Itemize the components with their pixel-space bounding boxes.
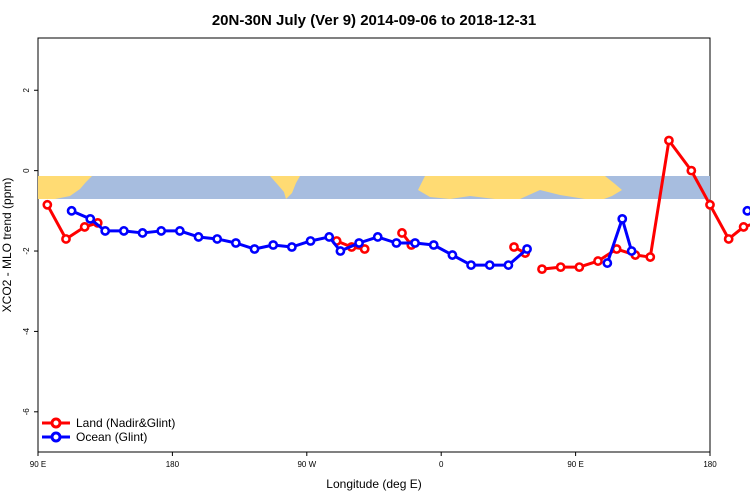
data-point	[268, 240, 279, 250]
data-point	[537, 264, 547, 275]
data-point	[410, 238, 420, 248]
data-point	[42, 199, 53, 210]
data-point	[397, 228, 407, 238]
data-point	[79, 222, 90, 232]
y-tick-label: 0	[22, 168, 31, 173]
data-point	[602, 258, 613, 268]
data-point	[686, 165, 697, 176]
series-layer	[42, 135, 750, 275]
x-tick-label: 180	[166, 460, 180, 469]
legend-land-marker	[50, 417, 62, 429]
data-point	[61, 234, 71, 244]
map-land-1	[270, 176, 300, 199]
data-point	[391, 238, 402, 248]
data-point	[664, 135, 674, 146]
chart-title: 20N-30N July (Ver 9) 2014-09-06 to 2018-…	[212, 12, 536, 29]
data-point	[66, 205, 77, 216]
x-axis-title: Longitude (deg E)	[326, 477, 421, 491]
data-point	[324, 232, 335, 242]
data-point	[230, 238, 241, 248]
data-point	[484, 260, 495, 270]
data-point	[286, 242, 297, 252]
legend: Land (Nadir&Glint) Ocean (Glint)	[42, 416, 175, 444]
map-land-2	[418, 176, 622, 199]
world-map-strip	[38, 176, 710, 199]
data-point	[617, 213, 628, 224]
data-point	[626, 246, 637, 256]
data-point	[372, 232, 383, 242]
legend-ocean-marker	[50, 431, 62, 443]
x-tick-label: 180	[703, 460, 717, 469]
x-tick-label: 90 E	[567, 460, 583, 469]
data-point	[174, 226, 185, 236]
data-point	[705, 199, 715, 210]
series-0	[42, 135, 750, 275]
data-point	[447, 250, 458, 260]
map-land-0	[38, 176, 92, 199]
series-line	[46, 204, 99, 241]
data-point	[137, 228, 148, 238]
plot-frame	[37, 37, 711, 453]
data-point	[85, 213, 96, 224]
data-point	[645, 252, 656, 262]
x-tick-label: 90 E	[30, 460, 46, 469]
data-point	[212, 234, 223, 244]
data-point	[574, 262, 585, 273]
series-line	[541, 138, 750, 271]
data-point	[503, 260, 514, 270]
y-tick-label: -4	[22, 327, 31, 335]
data-point	[359, 244, 370, 254]
series-1	[66, 205, 750, 270]
y-axis: 2 0 -2 -4 -6	[22, 87, 38, 415]
data-point	[593, 256, 603, 266]
x-axis: 90 E 180 90 W 0 90 E 180	[30, 452, 717, 469]
y-tick-label: 2	[22, 87, 31, 92]
x-tick-label: 90 W	[297, 460, 316, 469]
data-point	[305, 236, 316, 246]
y-tick-label: -2	[22, 247, 31, 255]
data-point	[335, 246, 346, 256]
data-point	[723, 234, 734, 244]
legend-land-label: Land (Nadir&Glint)	[76, 416, 175, 430]
data-point	[738, 222, 749, 232]
data-point	[100, 226, 111, 236]
data-point	[249, 244, 260, 254]
data-point	[193, 232, 204, 242]
data-point	[509, 242, 519, 252]
data-point	[466, 260, 476, 270]
data-point	[428, 240, 439, 250]
data-point	[742, 205, 750, 216]
series-line	[605, 217, 634, 264]
data-point	[118, 226, 129, 236]
data-point	[555, 262, 566, 273]
data-point	[522, 244, 532, 254]
x-tick-label: 0	[439, 460, 444, 469]
legend-ocean-label: Ocean (Glint)	[76, 430, 147, 444]
series-line	[71, 209, 529, 267]
data-point	[156, 226, 167, 236]
y-tick-label: -6	[22, 408, 31, 416]
y-axis-title: XCO2 - MLO trend (ppm)	[0, 178, 14, 313]
data-point	[354, 238, 364, 248]
